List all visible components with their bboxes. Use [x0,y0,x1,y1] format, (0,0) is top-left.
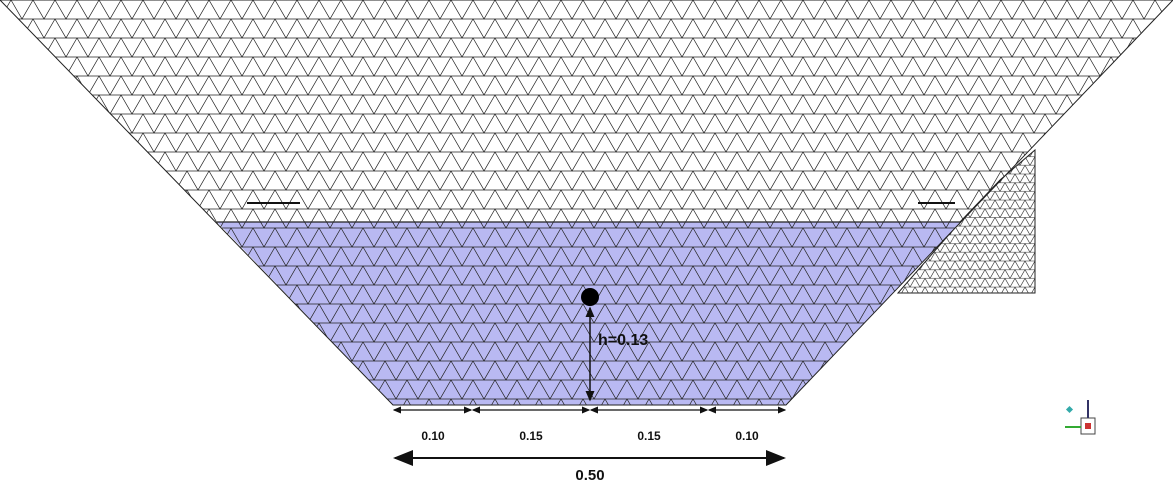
segment-label: 0.10 [735,429,759,443]
depth-label: h=0.13 [598,332,648,349]
triad-x [1066,406,1073,413]
total-label: 0.50 [575,467,604,484]
diagram: h=0.13 0.10 0.15 0.15 0.10 0.50 [0,0,1173,486]
segment-label: 0.15 [637,429,661,443]
page: h=0.13 0.10 0.15 0.15 0.10 0.50 (() => {… [0,0,1173,486]
segment-label: 0.15 [519,429,543,443]
segment-label: 0.10 [421,429,445,443]
triad-origin [1085,423,1091,429]
axis-triad [1065,400,1095,434]
probe [581,288,599,306]
